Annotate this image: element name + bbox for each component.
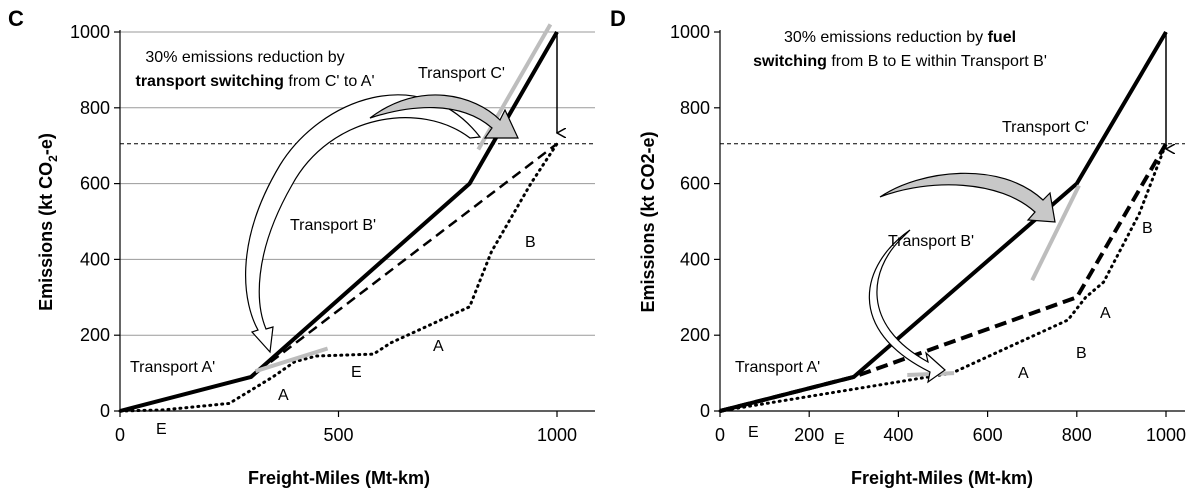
panel-d-annotation-line2: switching from B to E within Transport B… xyxy=(753,53,1047,70)
panel-d-label-b-upper: B xyxy=(1142,220,1153,237)
x-tick-label: 0 xyxy=(715,425,725,445)
panel-c-y-tick-labels: 0 200 400 600 800 1000 xyxy=(70,22,110,421)
panel-d-series xyxy=(718,30,1185,413)
y-tick-label: 1000 xyxy=(70,22,110,42)
panel-c-label-b: B xyxy=(525,234,536,251)
panel-d-label-e-left: E xyxy=(748,424,759,441)
panel-c-annotation: 30% emissions reduction by transport swi… xyxy=(135,49,374,90)
panel-c-grid xyxy=(120,31,595,336)
panel-c-x-axis-title: Freight-Miles (Mt-km) xyxy=(248,468,430,488)
x-tick-label: 400 xyxy=(883,425,913,445)
y-tick-label: 1000 xyxy=(670,22,710,42)
x-tick-label: 600 xyxy=(973,425,1003,445)
x-tick-label: 200 xyxy=(794,425,824,445)
panel-d-x-axis-title: Freight-Miles (Mt-km) xyxy=(851,468,1033,488)
panel-c-label-a-lower: A xyxy=(278,387,289,404)
panel-c-series xyxy=(118,23,595,413)
y-tick-label: 0 xyxy=(100,401,110,421)
panel-d-y-tick-labels: 0 200 400 600 800 1000 xyxy=(670,22,710,421)
panel-c-annotation-line1: 30% emissions reduction by xyxy=(145,49,344,66)
panel-d-white-switch-arrow xyxy=(868,229,946,384)
series-dotted-line xyxy=(118,142,559,413)
panel-d-label-a-upper: A xyxy=(1100,305,1111,322)
panel-c-axes xyxy=(114,30,595,417)
panel-d-label-e-right: E xyxy=(834,431,845,448)
panel-d-grey-switch-arrow xyxy=(879,172,1056,223)
panel-c-y-axis-title: Emissions (kt CO2-e) xyxy=(36,133,60,311)
panel-d-x-tick-labels: 0 200 400 600 800 1000 xyxy=(715,425,1186,445)
panel-d-annotation-line1: 30% emissions reduction by fuel xyxy=(784,29,1016,46)
y-tick-label: 800 xyxy=(80,98,110,118)
series-grey2-line xyxy=(476,23,553,151)
y-tick-label: 400 xyxy=(680,249,710,269)
panel-d-label-transport-b: Transport B' xyxy=(888,233,974,250)
panel-c-x-tick-labels: 0 500 1000 xyxy=(115,425,577,445)
x-tick-label: 800 xyxy=(1062,425,1092,445)
series-grey2-line xyxy=(1030,184,1081,282)
series-dashed-line xyxy=(719,142,1168,413)
series-solid-line xyxy=(719,30,1168,413)
x-tick-label: 500 xyxy=(323,425,353,445)
panel-c-annotation-line2: transport switching from C' to A' xyxy=(135,73,374,90)
panel-d-letter: D xyxy=(610,6,626,31)
y-tick-label: 600 xyxy=(680,174,710,194)
y-tick-label: 400 xyxy=(80,249,110,269)
y-tick-label: 0 xyxy=(700,401,710,421)
x-tick-label: 1000 xyxy=(1146,425,1186,445)
y-tick-label: 200 xyxy=(80,325,110,345)
panel-d-y-axis-title: Emissions (kt CO2-e) xyxy=(638,131,658,312)
panel-d-annotation: 30% emissions reduction by fuel switchin… xyxy=(753,29,1047,70)
y-tick-label: 200 xyxy=(680,325,710,345)
panel-c-white-switch-arrow xyxy=(245,94,482,354)
panel-d-axes xyxy=(714,30,1185,417)
panel-d: D 0 200 400 600 800 1000 0 200 400 600 800 1000 Fr… xyxy=(610,6,1186,488)
panel-d-label-b-lower: B xyxy=(1076,345,1087,362)
panel-c-letter: C xyxy=(8,6,24,31)
y-tick-label: 800 xyxy=(680,98,710,118)
panel-c-label-a-upper: A xyxy=(433,338,444,355)
panel-c: C 0 200 400 600 800 1000 0 500 1000 Freight-Mil… xyxy=(8,6,595,488)
series-grey1-line xyxy=(254,346,329,374)
x-tick-label: 0 xyxy=(115,425,125,445)
series-dashed-line xyxy=(119,142,558,413)
x-tick-label: 1000 xyxy=(537,425,577,445)
y-tick-label: 600 xyxy=(80,174,110,194)
panel-c-label-transport-b: Transport B' xyxy=(290,217,376,234)
panel-d-label-transport-c: Transport C' xyxy=(1002,119,1089,136)
panel-d-label-transport-a: Transport A' xyxy=(735,359,820,376)
panel-c-label-transport-a: Transport A' xyxy=(130,359,215,376)
panel-c-label-e-mid: E xyxy=(351,364,362,381)
panel-c-label-e-low: E xyxy=(156,421,167,438)
panel-c-grey-switch-arrow xyxy=(369,94,519,139)
panel-c-label-transport-c: Transport C' xyxy=(418,65,505,82)
panel-d-label-a-lower: A xyxy=(1018,365,1029,382)
